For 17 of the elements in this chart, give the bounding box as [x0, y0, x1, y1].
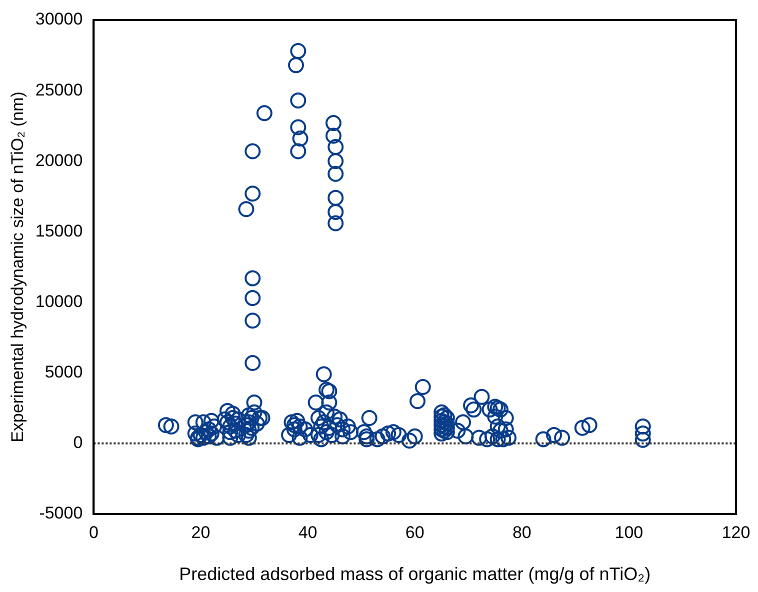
- x-tick-label: 120: [722, 522, 750, 542]
- y-tick-label: 0: [73, 433, 83, 452]
- x-tick-label: 0: [88, 522, 98, 542]
- y-tick-label: -5000: [39, 504, 83, 523]
- x-tick-label: 20: [191, 522, 210, 542]
- x-axis-title: Predicted adsorbed mass of organic matter (mg/g of nTiO₂): [179, 564, 651, 584]
- y-tick-label: 15000: [35, 221, 83, 240]
- y-tick-label: 5000: [44, 362, 83, 382]
- x-tick-label: 100: [614, 522, 644, 542]
- x-tick-label: 60: [405, 522, 424, 542]
- x-tick-label: 80: [512, 522, 532, 542]
- y-tick-label: 10000: [35, 292, 83, 311]
- y-tick-label: 20000: [35, 150, 83, 170]
- x-tick-label: 40: [298, 522, 318, 542]
- y-axis-title: Experimental hydrodynamic size of nTiO₂ (nm): [8, 92, 27, 442]
- y-tick-label: 25000: [35, 80, 83, 100]
- y-tick-label: 30000: [35, 10, 83, 29]
